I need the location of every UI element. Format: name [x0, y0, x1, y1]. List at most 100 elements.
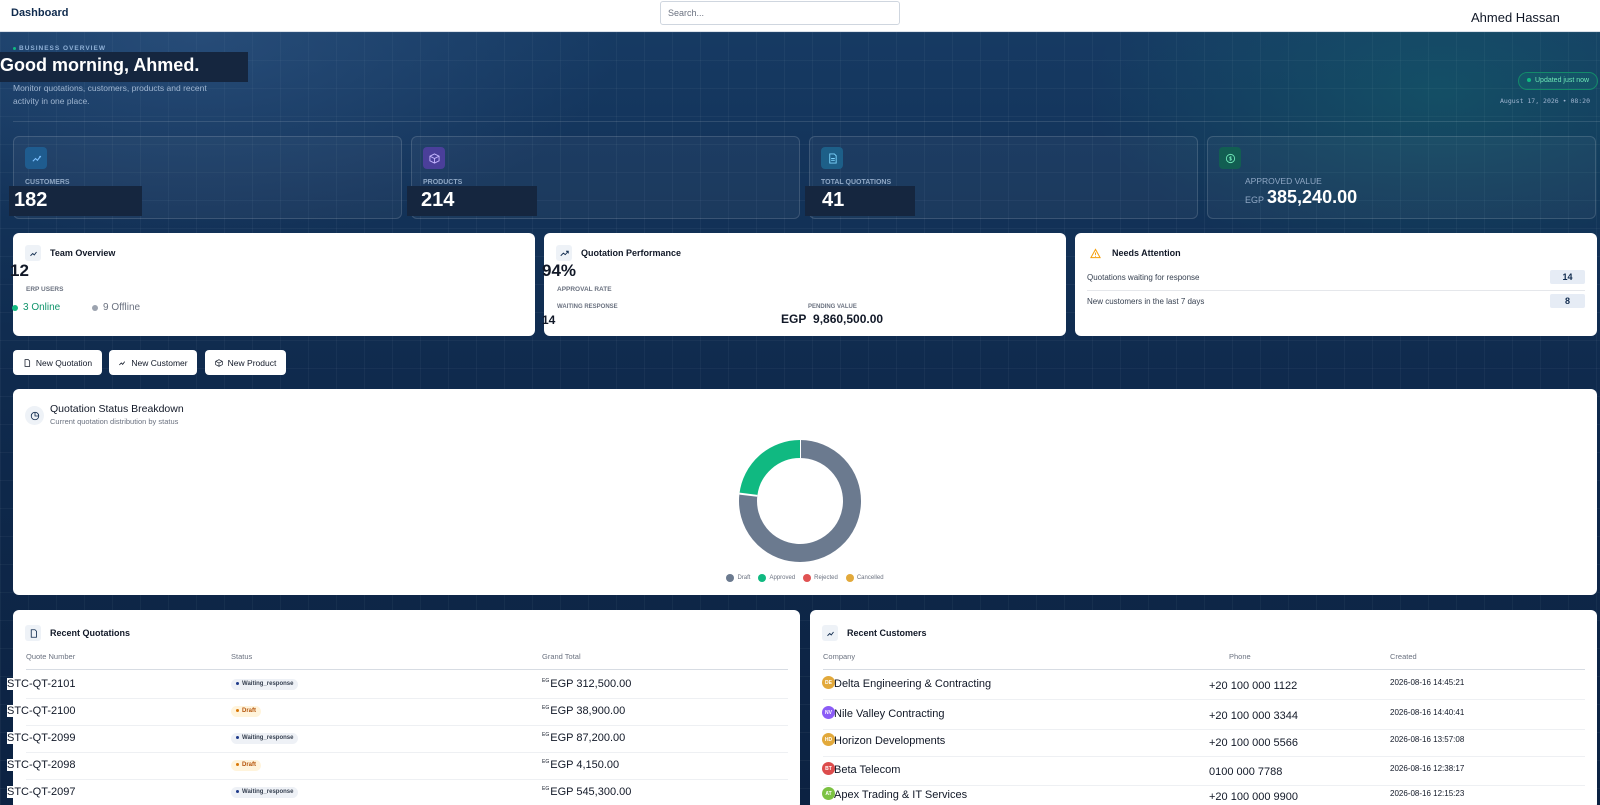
- column-header[interactable]: Phone: [1229, 652, 1251, 661]
- team-user-count: 12: [10, 261, 29, 280]
- quote-number[interactable]: STC-QT-2098: [7, 759, 76, 771]
- attention-label: New customers in the last 7 days: [1087, 296, 1205, 306]
- offline-dot-icon: [92, 304, 98, 311]
- hero-divider: [13, 121, 1600, 122]
- company-name[interactable]: Delta Engineering & Contracting: [834, 678, 992, 690]
- online-status[interactable]: 3 Online: [12, 302, 60, 313]
- slice-separator: [739, 492, 758, 497]
- phone-number: +20 100 000 5566: [1209, 737, 1299, 749]
- row-divider: [823, 699, 1585, 700]
- created-date: 2026-08-16 13:57:08: [1390, 735, 1465, 744]
- stat-label: Products: [423, 179, 463, 186]
- status-donut-chart[interactable]: [730, 431, 870, 571]
- waiting-response-value: 14: [542, 313, 556, 327]
- file-icon: [24, 358, 30, 367]
- stat-value: 385,240.00: [1267, 187, 1358, 207]
- card-header: Quotation Performance: [556, 245, 681, 261]
- stat-label: Total Quotations: [821, 179, 892, 186]
- dollar-icon: [1219, 147, 1241, 169]
- row-divider: [1087, 290, 1585, 291]
- company-name[interactable]: Apex Trading & IT Services: [834, 789, 968, 801]
- created-date: 2026-08-16 14:40:41: [1390, 708, 1465, 717]
- grand-total-amount: EGP 38,900.00: [550, 705, 626, 717]
- phone-number: +20 100 000 1122: [1209, 680, 1298, 692]
- grand-total-amount: EGP 87,200.00: [550, 732, 626, 744]
- status-dot-icon: [236, 735, 239, 739]
- chart-subtitle: Current quotation distribution by status: [50, 417, 179, 426]
- attention-row-waiting[interactable]: Quotations waiting for response 14: [1087, 265, 1585, 289]
- avatar: AT: [822, 787, 835, 800]
- stat-card-customers[interactable]: Customers 182: [9, 136, 402, 219]
- quote-number[interactable]: STC-QT-2097: [7, 786, 76, 798]
- legend-item-approved[interactable]: Approved: [758, 574, 795, 582]
- button-label: New Product: [227, 357, 277, 368]
- currency-label: EGP: [781, 312, 807, 326]
- attention-label: Quotations waiting for response: [1087, 272, 1200, 282]
- search-input[interactable]: [660, 1, 900, 25]
- legend-item-draft[interactable]: Draft: [726, 574, 750, 582]
- user-name[interactable]: Ahmed Hassan: [1471, 10, 1560, 25]
- column-header[interactable]: Company: [823, 652, 856, 661]
- chart-legend: Draft Approved Rejected Cancelled: [13, 569, 1597, 587]
- offline-status[interactable]: 9 Offline: [92, 302, 140, 313]
- donut-slice-approved[interactable]: [739, 440, 801, 497]
- company-name[interactable]: Beta Telecom: [834, 764, 901, 776]
- new-product-button[interactable]: New Product: [205, 350, 286, 375]
- button-label: New Quotation: [35, 357, 93, 368]
- stat-card-approved-value[interactable]: Approved Value EGP 385,240.00: [1207, 136, 1596, 219]
- new-customer-button[interactable]: New Customer: [109, 350, 197, 375]
- legend-swatch: [726, 574, 735, 582]
- grand-total: EGEGP 4,150.00: [542, 759, 619, 771]
- live-dot-icon: [1527, 78, 1531, 83]
- grand-total-amount: EGP 312,500.00: [550, 678, 632, 690]
- grand-total-amount: EGP 545,300.00: [550, 786, 632, 798]
- legend-item-rejected[interactable]: Rejected: [803, 574, 838, 582]
- file-icon: [25, 625, 41, 641]
- currency-mark: EG: [542, 732, 550, 739]
- quote-number[interactable]: STC-QT-2099: [7, 732, 76, 744]
- legend-item-cancelled[interactable]: Cancelled: [845, 574, 884, 582]
- header-divider: [26, 669, 788, 670]
- column-header[interactable]: Grand Total: [542, 652, 581, 661]
- column-header[interactable]: Created: [1390, 652, 1417, 661]
- status-dot-icon: [236, 762, 239, 766]
- donut-slice-draft[interactable]: [739, 440, 861, 562]
- top-bar: Dashboard Ahmed Hassan: [0, 0, 1600, 32]
- card-title: Quotation Performance: [581, 248, 682, 258]
- quotation-performance-card: Quotation Performance: [544, 233, 1066, 336]
- row-divider: [823, 729, 1585, 730]
- column-header[interactable]: Status: [231, 652, 253, 661]
- avatar: NV: [822, 706, 835, 719]
- card-title: Recent Customers: [847, 628, 927, 638]
- legend-swatch: [758, 574, 767, 582]
- chart-title: Quotation Status Breakdown: [50, 403, 184, 415]
- phone-number: +20 100 000 9900: [1209, 791, 1299, 803]
- stat-card-quotations[interactable]: Total Quotations 41: [805, 136, 1198, 219]
- row-divider: [823, 756, 1585, 757]
- recent-quotations-card: Recent Quotations Quote Number Status Gr…: [13, 610, 800, 805]
- currency-mark: EG: [542, 786, 550, 793]
- stat-card-products[interactable]: Products 214: [407, 136, 800, 219]
- attention-row-new-customers[interactable]: New customers in the last 7 days 8: [1087, 289, 1585, 313]
- attention-count: 14: [1550, 270, 1585, 284]
- column-header[interactable]: Quote Number: [26, 652, 76, 661]
- users-icon: [25, 245, 41, 261]
- users-icon: [822, 625, 838, 641]
- users-icon: [25, 147, 47, 169]
- grand-total: EGEGP 545,300.00: [542, 786, 631, 798]
- grand-total-amount: EGP 4,150.00: [550, 759, 620, 771]
- company-name[interactable]: Horizon Developments: [834, 735, 946, 747]
- quote-number[interactable]: STC-QT-2100: [7, 705, 76, 717]
- status-label: Waiting_response: [242, 789, 294, 795]
- online-label: 3 Online: [23, 302, 61, 313]
- trend-up-icon: [556, 245, 572, 261]
- card-title: Recent Quotations: [50, 628, 131, 638]
- new-quotation-button[interactable]: New Quotation: [13, 350, 102, 375]
- company-name[interactable]: Nile Valley Contracting: [834, 708, 945, 720]
- status-dot-icon: [236, 708, 239, 712]
- phone-number: 0100 000 7788: [1209, 766, 1283, 778]
- card-header: Recent Quotations: [25, 625, 130, 641]
- quote-number[interactable]: STC-QT-2101: [7, 678, 76, 690]
- legend-swatch: [845, 574, 854, 582]
- page-title: Dashboard: [11, 7, 69, 19]
